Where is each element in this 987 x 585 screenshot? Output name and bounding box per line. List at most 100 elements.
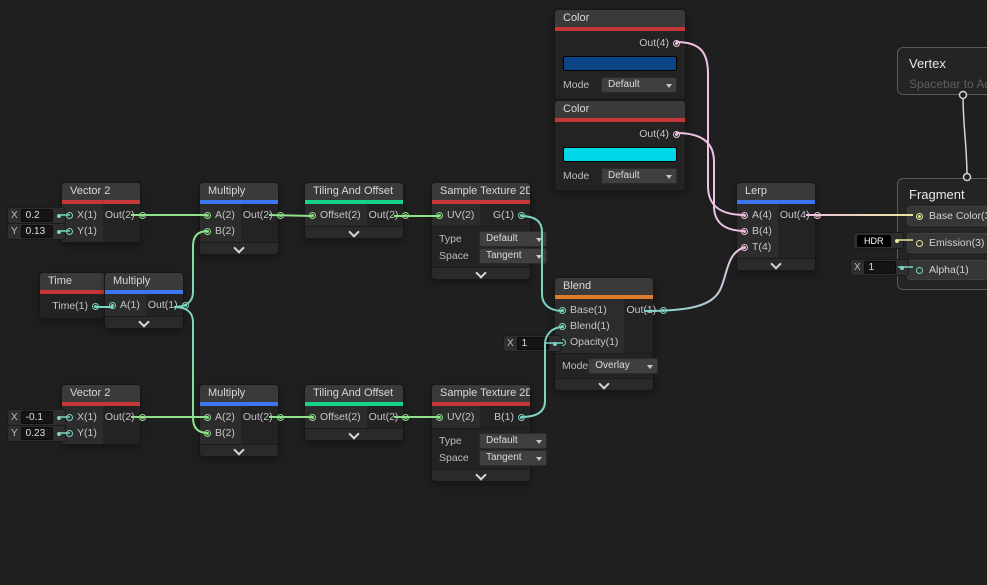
category-strip bbox=[305, 200, 403, 204]
collapse-bar[interactable] bbox=[200, 444, 278, 456]
mode-label: Mode bbox=[563, 170, 590, 182]
space-label: Space bbox=[439, 249, 469, 262]
vertex-bottom-port-icon[interactable] bbox=[958, 90, 968, 100]
node-title: Vector 2 bbox=[62, 385, 140, 402]
node-multiply-time[interactable]: Multiply A(1) Out(1) bbox=[105, 273, 189, 328]
port-label: Out(4) bbox=[639, 128, 669, 140]
node-tiling-offset-bottom[interactable]: Tiling And Offset Offset(2) Out(2) bbox=[305, 385, 410, 440]
port-g-icon[interactable] bbox=[518, 211, 525, 219]
dropdown-arrow-icon bbox=[536, 237, 542, 245]
mode-dropdown[interactable]: Default bbox=[601, 168, 677, 184]
collapse-bar[interactable] bbox=[737, 258, 815, 270]
node-tiling-offset-top[interactable]: Tiling And Offset Offset(2) Out(2) bbox=[305, 183, 410, 238]
node-multiply-bottom[interactable]: Multiply A(2) B(2) Out(2) bbox=[200, 385, 284, 456]
port-label: A(4) bbox=[752, 209, 772, 221]
fragment-top-port-icon[interactable] bbox=[962, 172, 972, 182]
dropdown-value: Default bbox=[608, 170, 640, 181]
port-alpha-icon[interactable] bbox=[916, 266, 923, 274]
block-label: Emission(3) bbox=[929, 237, 985, 249]
node-title: Multiply bbox=[105, 273, 183, 290]
category-strip bbox=[305, 402, 403, 406]
edge-multiplytop-to-tiling-offset[interactable] bbox=[268, 214, 314, 217]
port-label: Opacity(1) bbox=[570, 336, 619, 348]
port-label: UV(2) bbox=[447, 411, 475, 423]
fragment-context-block[interactable]: Fragment Base Color(3) Emission(3) Alpha… bbox=[897, 178, 987, 290]
color-swatch[interactable] bbox=[563, 56, 677, 71]
node-sample-texture-top[interactable]: Sample Texture 2D UV(2) G(1) Type Defaul… bbox=[432, 183, 547, 279]
edge-samplebottom-b-to-blend-blend[interactable] bbox=[520, 326, 564, 418]
fragment-row-base-color[interactable]: Base Color(3) bbox=[907, 206, 987, 226]
space-dropdown[interactable]: Tangent bbox=[479, 247, 547, 264]
collapse-bar[interactable] bbox=[305, 428, 403, 440]
collapse-bar[interactable] bbox=[432, 469, 530, 481]
dropdown-arrow-icon bbox=[536, 456, 542, 464]
field-value[interactable]: 0.2 bbox=[20, 209, 53, 222]
vertex-title: Vertex bbox=[909, 56, 946, 71]
mode-dropdown[interactable]: Overlay bbox=[588, 358, 659, 374]
edge-color1-to-lerp-a[interactable] bbox=[675, 41, 746, 216]
port-label: Out(2) bbox=[368, 209, 399, 221]
edge-multiplytime-to-multiplybottom-b[interactable] bbox=[173, 306, 209, 434]
field-label: Y bbox=[11, 226, 18, 237]
dropdown-value: Overlay bbox=[595, 360, 630, 371]
port-label: A(2) bbox=[215, 209, 235, 221]
port-blend-icon[interactable] bbox=[559, 322, 566, 330]
port-base-color-icon[interactable] bbox=[916, 212, 923, 220]
node-title: Vector 2 bbox=[62, 183, 140, 200]
node-time[interactable]: Time Time(1) bbox=[40, 273, 104, 318]
node-color-2[interactable]: Color Out(4) Mode Default bbox=[555, 101, 685, 190]
space-label: Space bbox=[439, 451, 469, 464]
node-title: Color bbox=[555, 101, 685, 118]
port-label: X(1) bbox=[77, 209, 97, 221]
edge-multiplytime-to-multiplytop-b[interactable] bbox=[173, 230, 209, 308]
hdr-badge[interactable]: HDR bbox=[857, 234, 891, 247]
port-label: Y(1) bbox=[77, 427, 97, 439]
node-color-1[interactable]: Color Out(4) Mode Default bbox=[555, 10, 685, 99]
collapse-bar[interactable] bbox=[555, 378, 653, 390]
port-label: Out(2) bbox=[242, 411, 273, 423]
port-label: Out(4) bbox=[779, 209, 810, 221]
node-title: Multiply bbox=[200, 385, 278, 402]
mode-dropdown[interactable]: Default bbox=[601, 77, 677, 93]
edge-sampletop-g-to-blend-base[interactable] bbox=[520, 215, 564, 312]
port-label: X(1) bbox=[77, 411, 97, 423]
collapse-bar[interactable] bbox=[305, 226, 403, 238]
node-multiply-top[interactable]: Multiply A(2) B(2) Out(2) bbox=[200, 183, 284, 254]
type-dropdown[interactable]: Default bbox=[479, 230, 547, 247]
dropdown-value: Tangent bbox=[486, 451, 522, 463]
collapse-bar[interactable] bbox=[432, 267, 530, 279]
space-dropdown[interactable]: Tangent bbox=[479, 449, 547, 466]
node-title: Tiling And Offset bbox=[305, 385, 403, 402]
collapse-bar[interactable] bbox=[200, 242, 278, 254]
type-label: Type bbox=[439, 232, 462, 245]
category-strip bbox=[62, 200, 140, 204]
category-strip bbox=[737, 200, 815, 204]
field-value[interactable]: 0.23 bbox=[20, 427, 53, 440]
node-vector2-top[interactable]: Vector 2 X(1) Y(1) Out(2) bbox=[62, 183, 146, 242]
fragment-row-emission[interactable]: Emission(3) bbox=[907, 233, 987, 253]
field-value[interactable]: 0.13 bbox=[20, 225, 53, 238]
collapse-bar[interactable] bbox=[105, 316, 183, 328]
node-vector2-bottom[interactable]: Vector 2 X(1) Y(1) Out(2) bbox=[62, 385, 146, 444]
edge-color2-to-lerp-b[interactable] bbox=[675, 132, 746, 232]
dropdown-arrow-icon bbox=[666, 84, 672, 91]
field-value[interactable]: 1 bbox=[863, 261, 896, 274]
edge-vertex-to-fragment[interactable] bbox=[962, 94, 968, 178]
vector2-bottom-x-field[interactable]: X -0.1 bbox=[8, 410, 65, 425]
node-lerp[interactable]: Lerp A(4) B(4) T(4) Out(4) bbox=[737, 183, 821, 270]
node-title: Sample Texture 2D bbox=[432, 183, 530, 200]
port-label: T(4) bbox=[752, 241, 772, 253]
vertex-context-block[interactable]: Vertex Spacebar to Add bbox=[897, 47, 987, 95]
alpha-value-field[interactable]: X 1 bbox=[851, 260, 908, 275]
edge-blend-out-to-lerp-t[interactable] bbox=[643, 246, 746, 312]
color-swatch[interactable] bbox=[563, 147, 677, 162]
type-dropdown[interactable]: Default bbox=[479, 432, 547, 449]
port-label: Time(1) bbox=[52, 300, 88, 312]
fragment-title: Fragment bbox=[909, 187, 965, 202]
emission-hdr-field[interactable]: HDR bbox=[854, 233, 903, 248]
port-emission-icon[interactable] bbox=[916, 239, 923, 247]
dropdown-arrow-icon bbox=[647, 365, 654, 372]
field-value[interactable]: -0.1 bbox=[20, 411, 53, 424]
node-sample-texture-bottom[interactable]: Sample Texture 2D UV(2) B(1) Type Defaul… bbox=[432, 385, 547, 481]
